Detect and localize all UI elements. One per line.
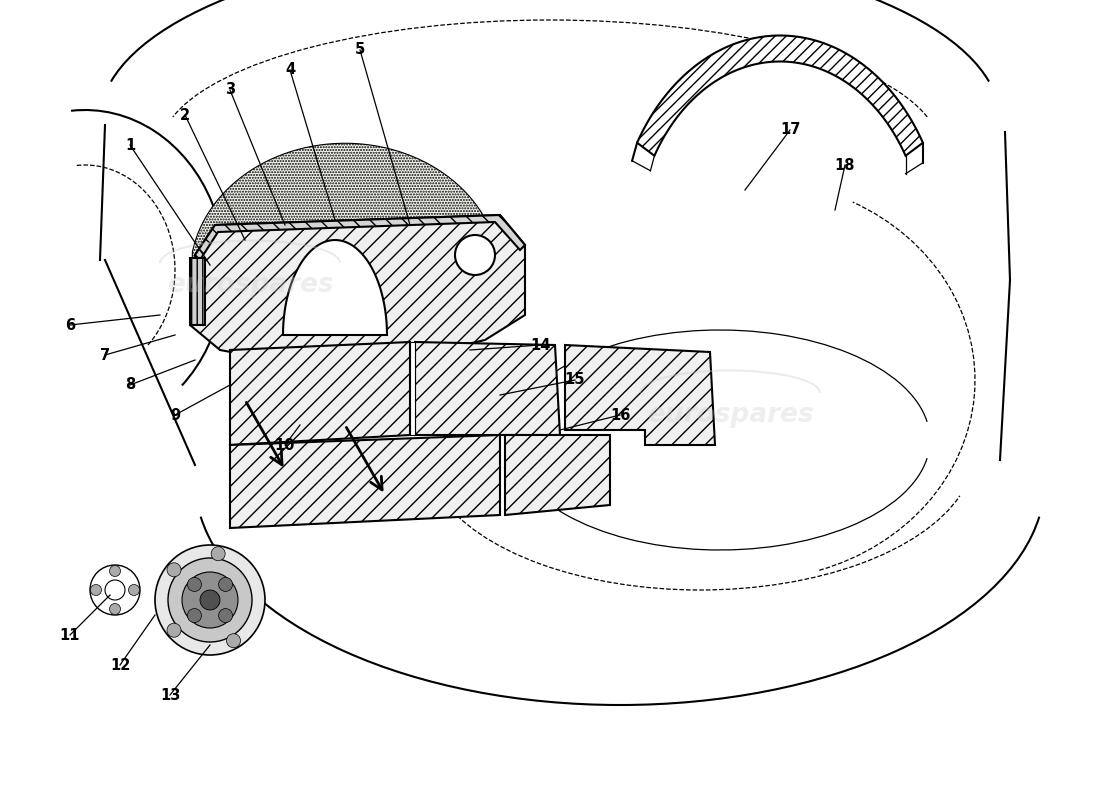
Circle shape (182, 572, 238, 628)
Polygon shape (505, 435, 611, 515)
Circle shape (155, 545, 265, 655)
Polygon shape (410, 342, 415, 435)
Text: 12: 12 (110, 658, 130, 673)
Polygon shape (230, 342, 410, 445)
Circle shape (455, 235, 495, 275)
Circle shape (227, 634, 241, 648)
Circle shape (90, 565, 140, 615)
Text: 8: 8 (125, 378, 135, 393)
Circle shape (129, 585, 140, 595)
Circle shape (187, 578, 201, 591)
Text: 3: 3 (224, 82, 235, 98)
Circle shape (110, 566, 121, 577)
Polygon shape (565, 345, 715, 445)
Text: 15: 15 (564, 373, 585, 387)
Polygon shape (190, 258, 205, 325)
Circle shape (167, 562, 182, 577)
Polygon shape (190, 215, 525, 365)
Circle shape (219, 578, 232, 591)
Text: 17: 17 (780, 122, 800, 138)
Circle shape (90, 585, 101, 595)
Polygon shape (283, 240, 387, 335)
Circle shape (104, 580, 125, 600)
Circle shape (211, 546, 226, 561)
Polygon shape (415, 342, 560, 435)
Circle shape (200, 590, 220, 610)
Text: 2: 2 (180, 107, 190, 122)
Polygon shape (195, 215, 525, 260)
Circle shape (167, 623, 182, 638)
Circle shape (168, 558, 252, 642)
Text: 6: 6 (65, 318, 75, 333)
Polygon shape (192, 143, 497, 265)
Text: 1: 1 (125, 138, 135, 153)
Text: eurospares: eurospares (166, 272, 333, 298)
Text: 11: 11 (59, 627, 80, 642)
Circle shape (219, 609, 232, 622)
Text: 7: 7 (100, 347, 110, 362)
Text: eurospares: eurospares (647, 402, 813, 428)
Text: 14: 14 (530, 338, 550, 353)
Circle shape (187, 609, 201, 622)
Text: 4: 4 (285, 62, 295, 78)
Text: 5: 5 (355, 42, 365, 58)
Polygon shape (230, 435, 500, 528)
Polygon shape (637, 35, 923, 156)
Text: 10: 10 (275, 438, 295, 453)
Text: 16: 16 (609, 407, 630, 422)
Text: 9: 9 (169, 407, 180, 422)
Text: 18: 18 (835, 158, 855, 173)
Circle shape (110, 603, 121, 614)
Text: 13: 13 (160, 687, 180, 702)
